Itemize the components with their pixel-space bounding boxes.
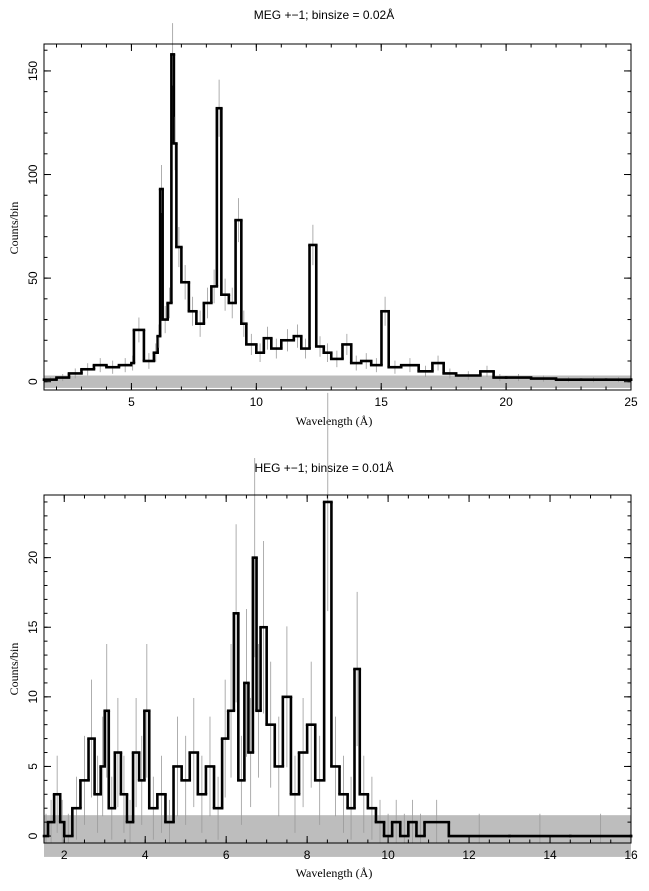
heg-y-tick-label: 5 bbox=[26, 763, 40, 770]
meg-x-tick-label: 10 bbox=[250, 395, 264, 409]
heg-x-tick-label: 14 bbox=[543, 848, 557, 862]
heg-data-series bbox=[42, 392, 633, 843]
heg-x-tick-label: 10 bbox=[381, 848, 395, 862]
heg-x-tick-label: 16 bbox=[624, 848, 638, 862]
heg-chart: HEG +−1; binsize = 0.01Å 2 4 6 8 10 12 14 16 0 5… bbox=[7, 392, 638, 880]
meg-x-axis: 5 10 15 20 25 bbox=[55, 44, 638, 409]
heg-y-tick-label: 0 bbox=[26, 832, 40, 839]
meg-data-series bbox=[42, 23, 633, 383]
heg-y-tick-label: 10 bbox=[26, 690, 40, 704]
heg-x-tick-label: 6 bbox=[223, 848, 230, 862]
meg-y-axis: 0 50 100 150 bbox=[26, 49, 631, 385]
meg-y-tick-label: 150 bbox=[26, 61, 40, 81]
meg-x-axis-label: Wavelength (Å) bbox=[296, 414, 373, 428]
meg-x-tick-label: 15 bbox=[375, 395, 389, 409]
meg-chart-title: MEG +−1; binsize = 0.02Å bbox=[254, 7, 394, 22]
heg-y-tick-label: 20 bbox=[26, 551, 40, 565]
meg-plot-frame bbox=[43, 43, 632, 391]
meg-error-band bbox=[44, 375, 631, 388]
heg-x-tick-label: 8 bbox=[304, 848, 311, 862]
heg-y-axis: 0 5 10 15 20 bbox=[26, 501, 631, 839]
heg-x-tick-label: 12 bbox=[462, 848, 476, 862]
heg-y-axis-label: Counts/bin bbox=[7, 643, 21, 696]
meg-x-tick-label: 5 bbox=[128, 395, 135, 409]
heg-x-axis: 2 4 6 8 10 12 14 16 bbox=[43, 495, 638, 862]
meg-x-tick-label: 20 bbox=[499, 395, 513, 409]
heg-y-tick-label: 15 bbox=[26, 620, 40, 634]
meg-y-tick-label: 50 bbox=[26, 271, 40, 285]
heg-chart-title: HEG +−1; binsize = 0.01Å bbox=[254, 460, 393, 475]
meg-chart: MEG +−1; binsize = 0.02Å 5 10 15 20 25 0 50 10… bbox=[7, 7, 638, 428]
heg-x-tick-label: 4 bbox=[142, 848, 149, 862]
heg-x-tick-label: 2 bbox=[61, 848, 68, 862]
meg-x-tick-label: 25 bbox=[624, 395, 638, 409]
meg-background-band bbox=[44, 375, 631, 388]
heg-x-axis-label: Wavelength (Å) bbox=[296, 866, 373, 880]
meg-y-tick-label: 0 bbox=[26, 378, 40, 385]
meg-y-tick-label: 100 bbox=[26, 164, 40, 184]
meg-y-axis-label: Counts/bin bbox=[7, 202, 21, 255]
